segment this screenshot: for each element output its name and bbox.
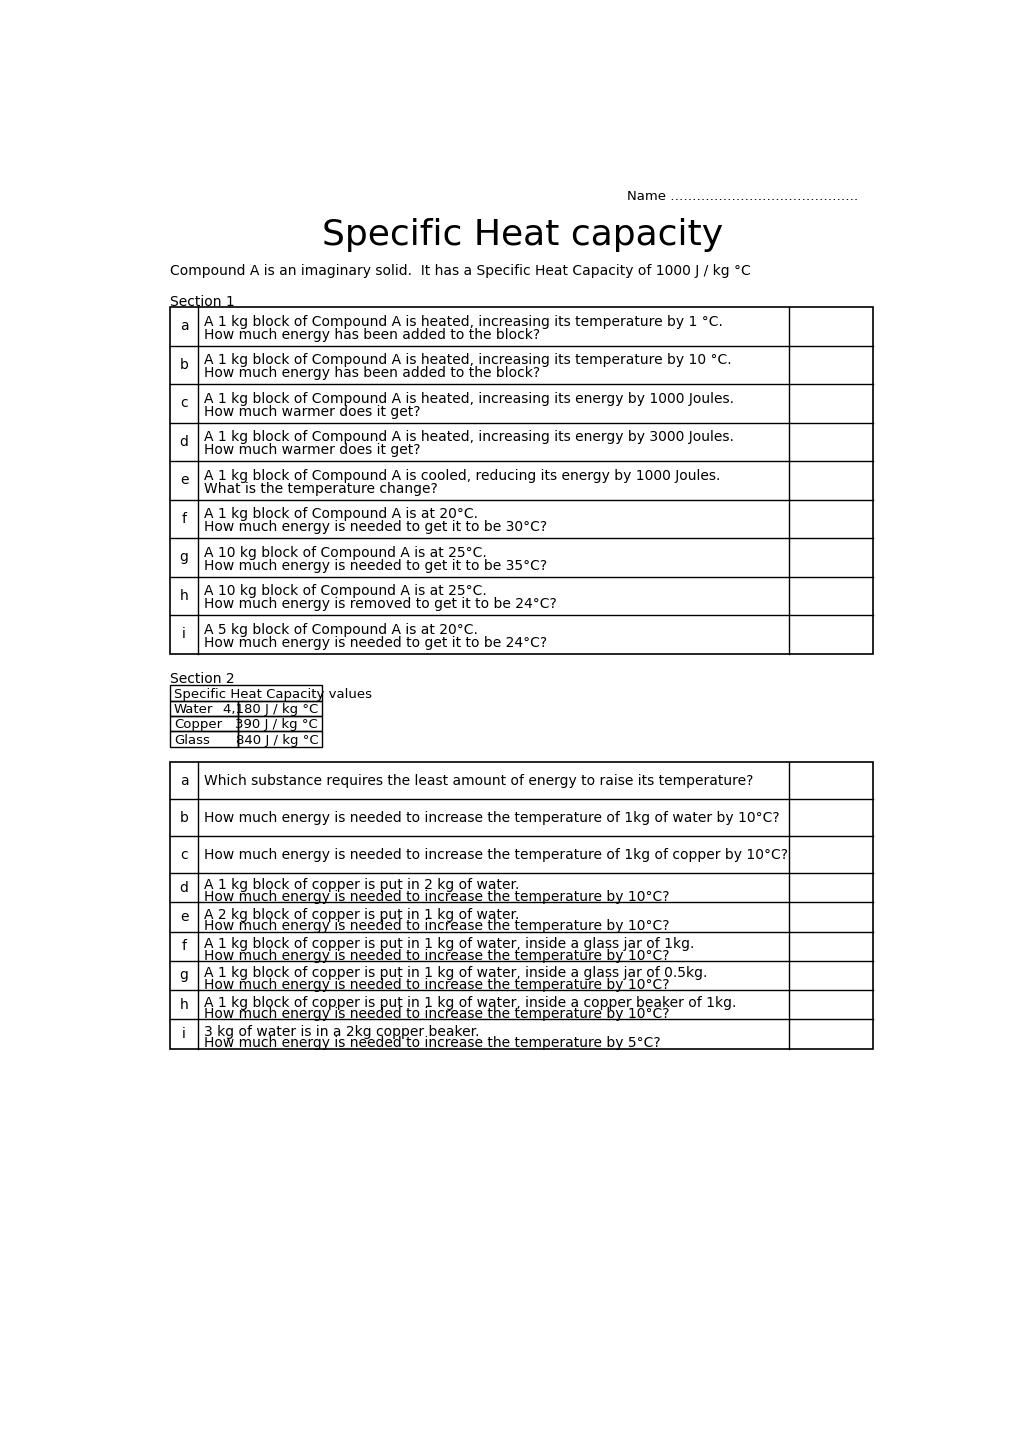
Text: f: f [181, 512, 186, 525]
Bar [238, 701, 322, 716]
Text: How much energy is needed to increase the temperature by 10°C?: How much energy is needed to increase th… [204, 1007, 669, 1022]
Text: e: e [179, 911, 189, 924]
Text: 390 J / kg °C: 390 J / kg °C [235, 719, 318, 732]
Text: A 1 kg block of copper is put in 1 kg of water, inside a copper beaker of 1kg.: A 1 kg block of copper is put in 1 kg of… [204, 996, 736, 1010]
Text: How much energy is needed to increase the temperature by 10°C?: How much energy is needed to increase th… [204, 978, 669, 991]
Text: A 2 kg block of copper is put in 1 kg of water.: A 2 kg block of copper is put in 1 kg of… [204, 908, 519, 922]
Bar [170, 307, 872, 654]
Text: 4,180 J / kg °C: 4,180 J / kg °C [223, 703, 318, 716]
Text: b: b [179, 358, 189, 372]
Text: a: a [179, 319, 189, 333]
Text: h: h [179, 997, 189, 1012]
Text: A 10 kg block of Compound A is at 25°C.: A 10 kg block of Compound A is at 25°C. [204, 545, 486, 560]
Bar [170, 716, 238, 732]
Text: e: e [179, 473, 189, 488]
Text: A 10 kg block of Compound A is at 25°C.: A 10 kg block of Compound A is at 25°C. [204, 584, 486, 599]
Text: How much energy is needed to get it to be 30°C?: How much energy is needed to get it to b… [204, 521, 547, 534]
Text: g: g [179, 550, 189, 564]
Text: Section 2: Section 2 [170, 672, 234, 685]
Text: How much energy is needed to increase the temperature by 10°C?: How much energy is needed to increase th… [204, 919, 669, 934]
Text: What is the temperature change?: What is the temperature change? [204, 482, 437, 496]
Text: A 1 kg block of copper is put in 1 kg of water, inside a glass jar of 0.5kg.: A 1 kg block of copper is put in 1 kg of… [204, 967, 707, 980]
Text: A 1 kg block of copper is put in 2 kg of water.: A 1 kg block of copper is put in 2 kg of… [204, 879, 519, 892]
Text: A 1 kg block of Compound A is heated, increasing its energy by 3000 Joules.: A 1 kg block of Compound A is heated, in… [204, 430, 734, 444]
Text: How much energy is needed to increase the temperature of 1kg of copper by 10°C?: How much energy is needed to increase th… [204, 847, 788, 861]
Text: d: d [179, 880, 189, 895]
Text: Which substance requires the least amount of energy to raise its temperature?: Which substance requires the least amoun… [204, 773, 753, 788]
Bar [170, 685, 322, 701]
Text: How much energy is needed to get it to be 35°C?: How much energy is needed to get it to b… [204, 558, 547, 573]
Text: Water: Water [174, 703, 213, 716]
Text: g: g [179, 968, 189, 983]
Text: A 1 kg block of Compound A is heated, increasing its temperature by 10 °C.: A 1 kg block of Compound A is heated, in… [204, 354, 732, 368]
Text: A 1 kg block of copper is put in 1 kg of water, inside a glass jar of 1kg.: A 1 kg block of copper is put in 1 kg of… [204, 937, 694, 951]
Text: How much warmer does it get?: How much warmer does it get? [204, 405, 420, 418]
Text: A 1 kg block of Compound A is cooled, reducing its energy by 1000 Joules.: A 1 kg block of Compound A is cooled, re… [204, 469, 719, 483]
Text: How much warmer does it get?: How much warmer does it get? [204, 443, 420, 457]
Text: f: f [181, 939, 186, 954]
Text: Name …………………………………….: Name ……………………………………. [627, 190, 858, 203]
Bar [238, 732, 322, 747]
Text: How much energy is needed to get it to be 24°C?: How much energy is needed to get it to b… [204, 636, 547, 649]
Bar [238, 716, 322, 732]
Bar [170, 701, 238, 716]
Text: How much energy is needed to increase the temperature by 10°C?: How much energy is needed to increase th… [204, 890, 669, 903]
Text: How much energy is needed to increase the temperature of 1kg of water by 10°C?: How much energy is needed to increase th… [204, 811, 780, 824]
Bar [170, 732, 238, 747]
Text: d: d [179, 434, 189, 449]
Text: A 1 kg block of Compound A is heated, increasing its energy by 1000 Joules.: A 1 kg block of Compound A is heated, in… [204, 392, 734, 405]
Text: Specific Heat capacity: Specific Heat capacity [322, 218, 722, 253]
Text: How much energy is needed to increase the temperature by 10°C?: How much energy is needed to increase th… [204, 948, 669, 962]
Text: How much energy is needed to increase the temperature by 5°C?: How much energy is needed to increase th… [204, 1036, 660, 1051]
Bar [170, 762, 872, 1049]
Text: i: i [182, 628, 185, 641]
Text: How much energy has been added to the block?: How much energy has been added to the bl… [204, 328, 540, 342]
Text: h: h [179, 589, 189, 603]
Text: Section 1: Section 1 [170, 294, 234, 309]
Text: b: b [179, 811, 189, 824]
Text: A 1 kg block of Compound A is heated, increasing its temperature by 1 °C.: A 1 kg block of Compound A is heated, in… [204, 315, 722, 329]
Text: A 1 kg block of Compound A is at 20°C.: A 1 kg block of Compound A is at 20°C. [204, 508, 478, 521]
Text: Specific Heat Capacity values: Specific Heat Capacity values [174, 687, 372, 700]
Text: i: i [182, 1027, 185, 1040]
Text: Copper: Copper [174, 719, 222, 732]
Text: How much energy is removed to get it to be 24°C?: How much energy is removed to get it to … [204, 597, 556, 612]
Text: c: c [180, 397, 187, 410]
Text: 840 J / kg °C: 840 J / kg °C [235, 733, 318, 746]
Text: Compound A is an imaginary solid.  It has a Specific Heat Capacity of 1000 J / k: Compound A is an imaginary solid. It has… [170, 264, 750, 278]
Text: a: a [179, 773, 189, 788]
Text: A 5 kg block of Compound A is at 20°C.: A 5 kg block of Compound A is at 20°C. [204, 623, 478, 636]
Text: c: c [180, 847, 187, 861]
Text: How much energy has been added to the block?: How much energy has been added to the bl… [204, 367, 540, 381]
Text: 3 kg of water is in a 2kg copper beaker.: 3 kg of water is in a 2kg copper beaker. [204, 1025, 479, 1039]
Text: Glass: Glass [174, 733, 210, 746]
